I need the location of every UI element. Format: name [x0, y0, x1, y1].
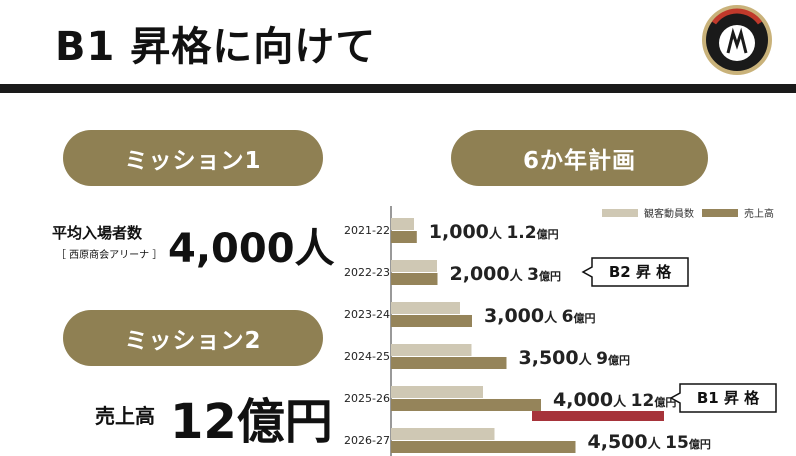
bar-sales [391, 399, 541, 411]
value-label-part: 6 [562, 307, 574, 327]
team-logo [702, 5, 772, 75]
annotation-badge [669, 383, 777, 413]
value-label-part: 億円 [689, 437, 711, 451]
legend-swatch-sales [702, 209, 738, 217]
value-label-part: 人 [648, 436, 662, 452]
value-labels: 4,500人 15億円 [588, 431, 711, 453]
bar-sales [391, 357, 507, 369]
category-label: 2022-23 [344, 266, 390, 279]
value-label-part: 9 [596, 349, 608, 369]
annotation-badge-text: B1 昇 格 [697, 389, 760, 407]
value-label-part: 人 [613, 394, 627, 410]
mission1-sublabel: ［ 西原商会アリーナ ］ [56, 250, 163, 261]
bar-attendance [391, 386, 483, 398]
value-label-part: 2,000 [450, 263, 510, 285]
legend-label-sales: 売上高 [744, 207, 774, 220]
mission1-value: 4,000人 [168, 226, 335, 272]
value-label-part: 3 [527, 265, 539, 285]
category-label: 2021-22 [344, 224, 390, 237]
mission1-label: 平均入場者数 [52, 224, 143, 242]
value-label-part: 3,500 [519, 347, 579, 369]
value-labels: 3,000人 6億円 [484, 305, 596, 327]
category-label: 2023-24 [344, 308, 390, 321]
value-label-part: 1.2 [506, 223, 536, 243]
value-label-part: 億円 [539, 269, 561, 283]
annotation-badge-text: B2 昇 格 [609, 263, 672, 281]
legend-label-attendance: 観客動員数 [644, 207, 694, 220]
bar-attendance [391, 302, 460, 314]
plan-pill: 6か年計画 [451, 130, 708, 186]
legend-swatch-attendance [602, 209, 638, 217]
annotation-badge [581, 257, 689, 287]
value-labels: 3,500人 9億円 [519, 347, 631, 369]
value-label-part: 億円 [608, 353, 630, 367]
mission2-pill: ミッション2 [63, 310, 323, 366]
bar-sales [391, 315, 472, 327]
mission2-label: 売上高 [95, 404, 155, 428]
value-label-part: 3,000 [484, 305, 544, 327]
value-label-part: 人 [489, 226, 503, 242]
value-label-part: 人 [544, 310, 558, 326]
header-rule [0, 84, 796, 93]
value-label-part: 12 [631, 391, 655, 411]
bar-attendance [391, 428, 495, 440]
category-label: 2024-25 [344, 350, 390, 363]
value-label-part: 億円 [537, 227, 559, 241]
bar-attendance [391, 260, 437, 272]
bar-attendance [391, 218, 414, 230]
bar-sales [391, 231, 417, 243]
bar-sales [391, 441, 576, 453]
value-labels: 2,000人 3億円 [450, 263, 562, 285]
mission2-value: 12億円 [170, 394, 333, 450]
value-labels: 1,000人 1.2億円 [429, 221, 559, 243]
page-title: B1 昇格に向けて [55, 24, 377, 70]
value-label-part: 人 [510, 268, 524, 284]
value-label-part: 1,000 [429, 221, 489, 243]
value-label-part: 億円 [574, 311, 596, 325]
value-label-part: 人 [579, 352, 593, 368]
category-label: 2026-27 [344, 434, 390, 447]
bar-attendance [391, 344, 472, 356]
value-label-part: 15 [665, 433, 689, 453]
category-label: 2025-26 [344, 392, 390, 405]
highlight-bar [532, 411, 664, 421]
bar-sales [391, 273, 438, 285]
mission1-pill: ミッション1 [63, 130, 323, 186]
value-label-part: 4,500 [588, 431, 648, 453]
value-labels: 4,000人 12億円 [553, 389, 676, 411]
value-label-part: 4,000 [553, 389, 613, 411]
